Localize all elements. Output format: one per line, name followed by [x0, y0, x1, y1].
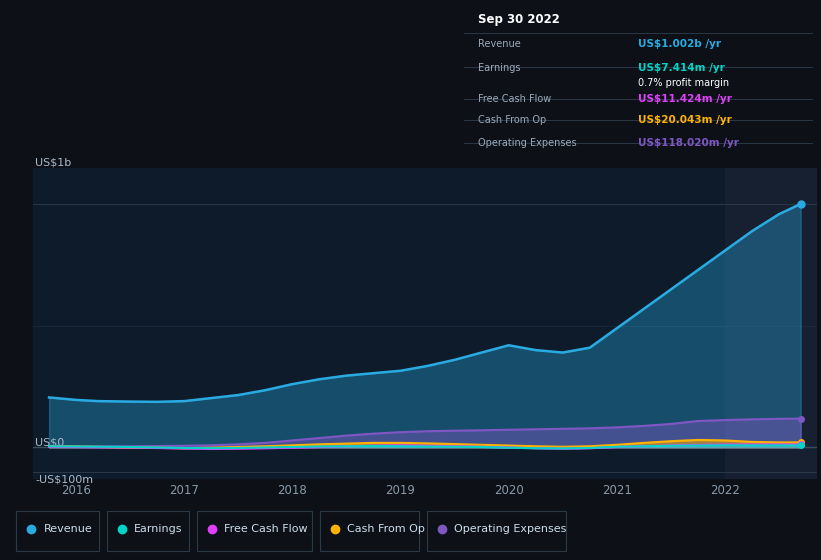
Text: Free Cash Flow: Free Cash Flow — [224, 524, 308, 534]
Text: Operating Expenses: Operating Expenses — [454, 524, 566, 534]
Text: US$0: US$0 — [35, 437, 64, 447]
Text: -US$100m: -US$100m — [35, 475, 94, 484]
Text: Cash From Op: Cash From Op — [478, 115, 546, 125]
Text: US$7.414m /yr: US$7.414m /yr — [639, 63, 725, 73]
Text: Earnings: Earnings — [478, 63, 521, 73]
Text: US$118.020m /yr: US$118.020m /yr — [639, 138, 739, 148]
Text: 0.7% profit margin: 0.7% profit margin — [639, 78, 729, 88]
Text: Operating Expenses: Operating Expenses — [478, 138, 576, 148]
Text: Revenue: Revenue — [44, 524, 92, 534]
Text: US$11.424m /yr: US$11.424m /yr — [639, 94, 732, 104]
Text: Sep 30 2022: Sep 30 2022 — [478, 13, 560, 26]
Text: US$1.002b /yr: US$1.002b /yr — [639, 39, 722, 49]
Bar — [725, 168, 817, 479]
Text: Earnings: Earnings — [134, 524, 182, 534]
Text: Cash From Op: Cash From Op — [347, 524, 425, 534]
Text: Revenue: Revenue — [478, 39, 521, 49]
Text: US$1b: US$1b — [35, 158, 71, 168]
Text: Free Cash Flow: Free Cash Flow — [478, 94, 551, 104]
Text: US$20.043m /yr: US$20.043m /yr — [639, 115, 732, 125]
